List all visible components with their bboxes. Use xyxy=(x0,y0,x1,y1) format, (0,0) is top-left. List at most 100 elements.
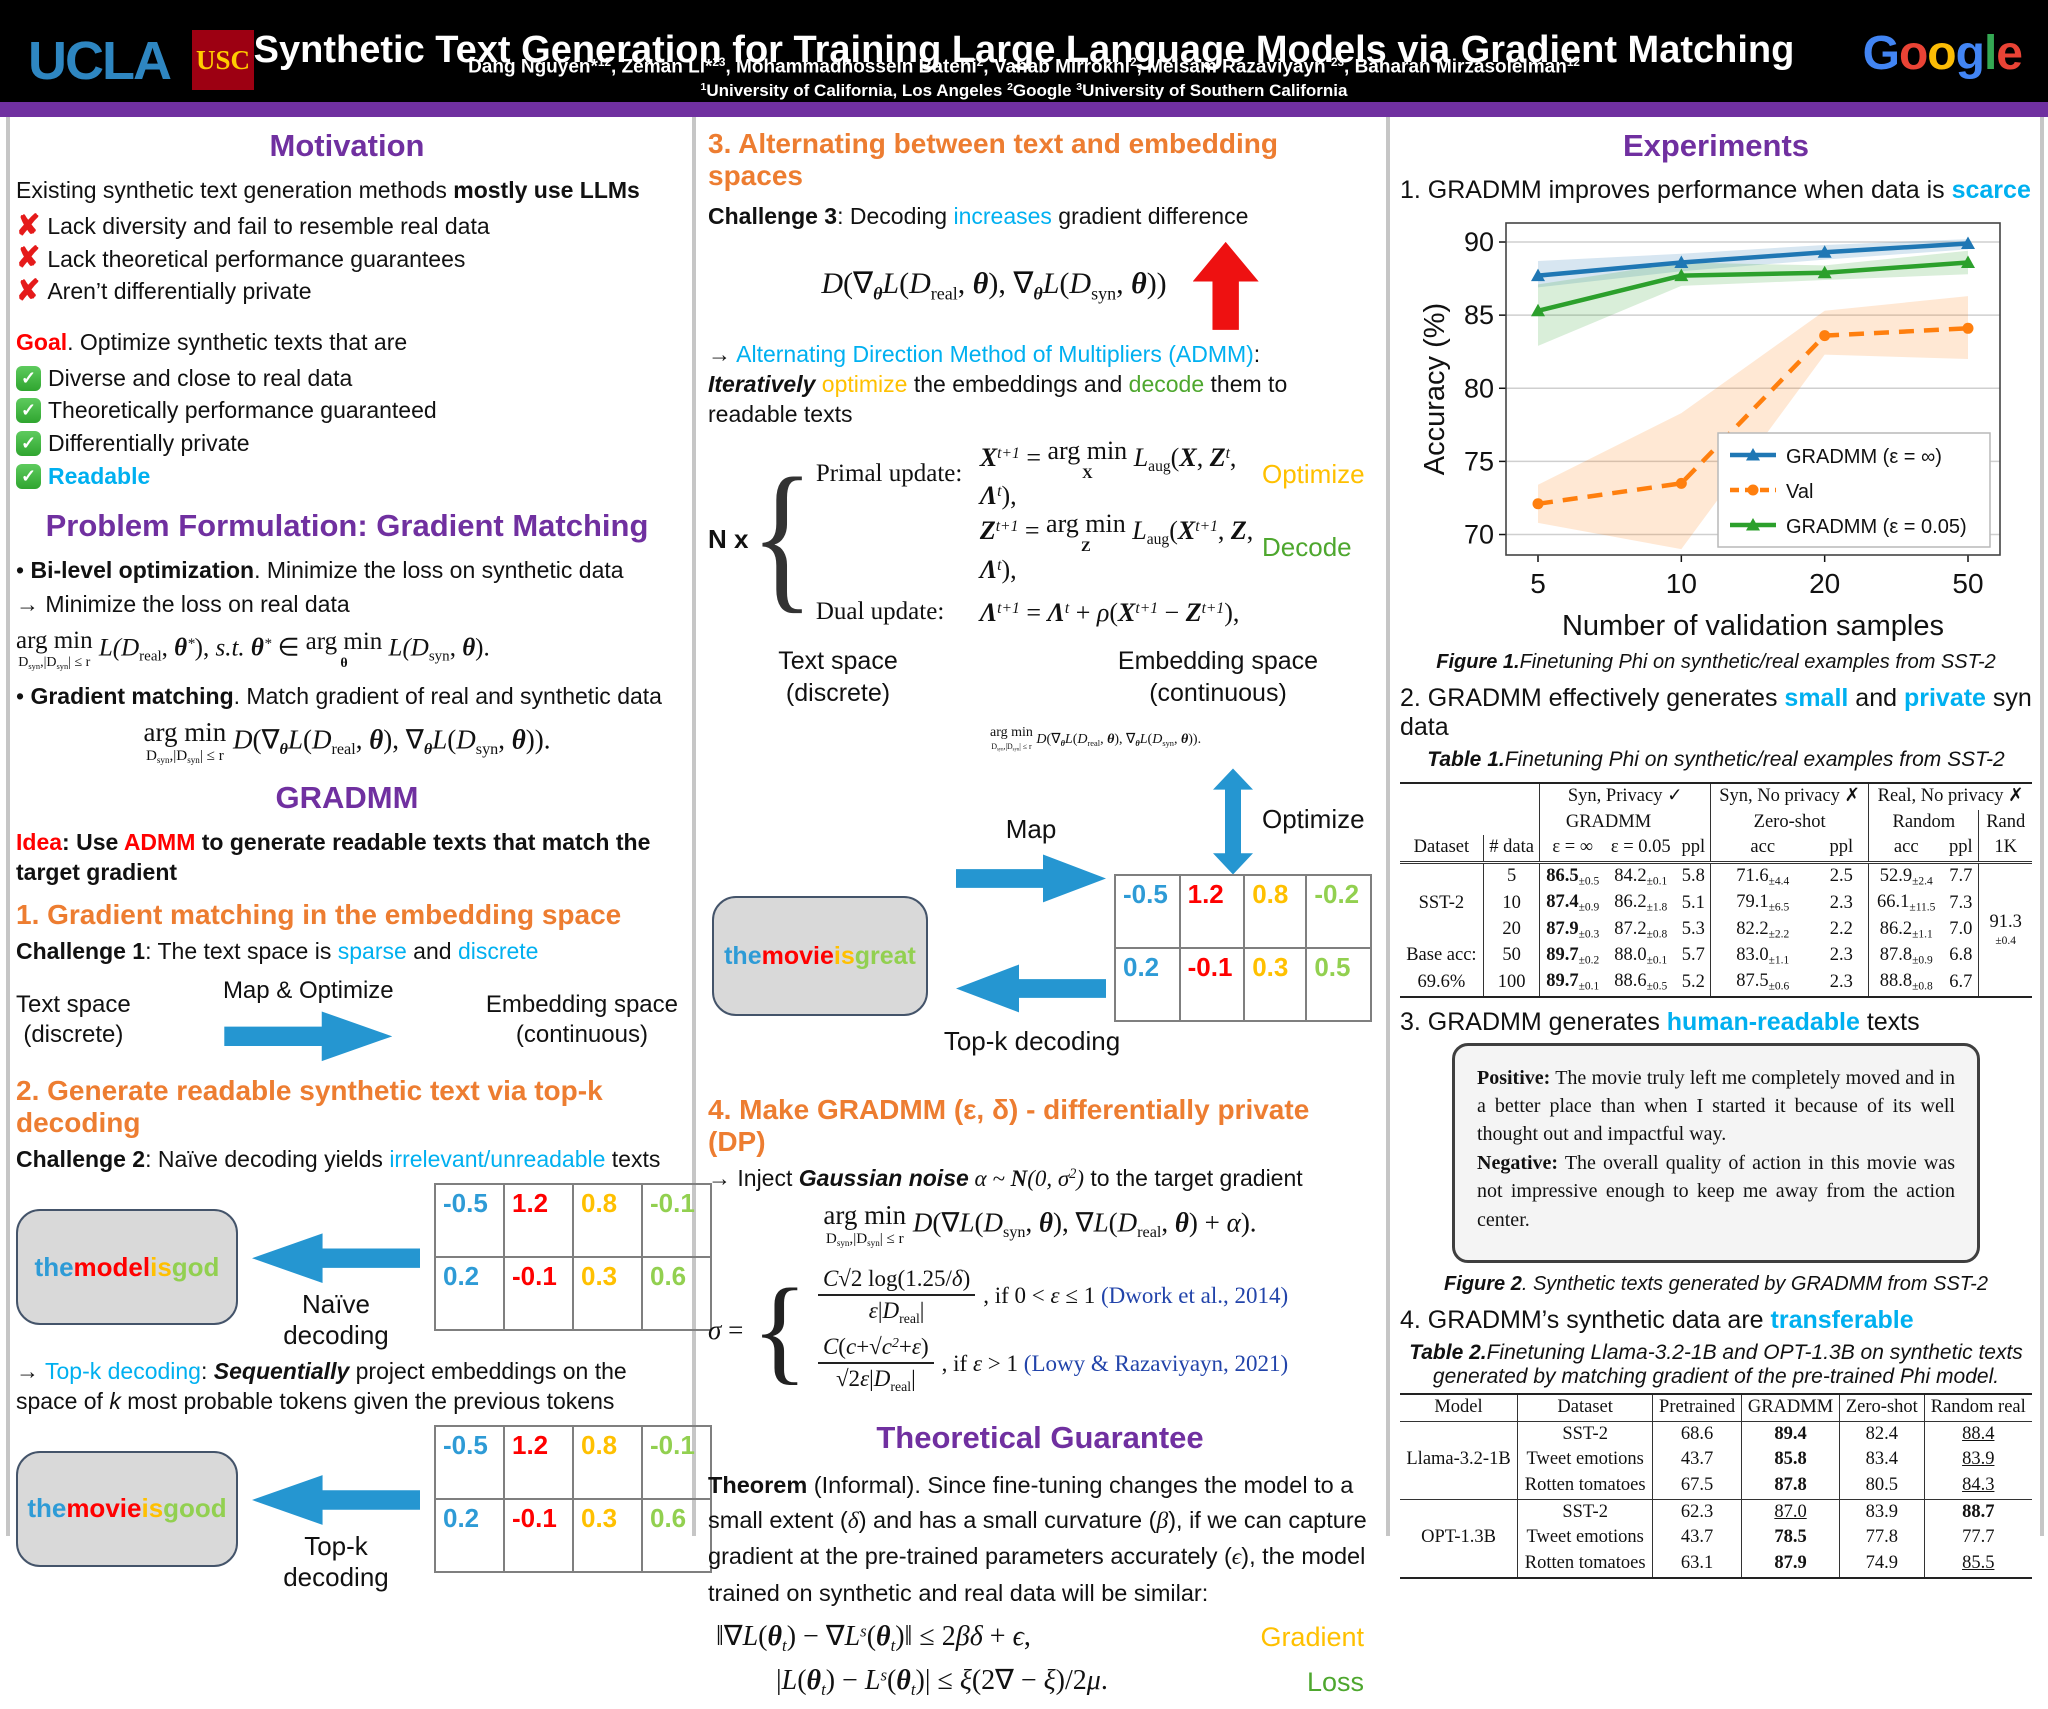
table-cell: ε = ∞ xyxy=(1539,835,1605,865)
table-cell: 0.2 xyxy=(434,1497,505,1573)
table-cell: 5.2 xyxy=(1681,971,1705,992)
table-cell: 86.2±1.8 xyxy=(1614,892,1668,914)
fraction-denominator: ε|Dreal| xyxy=(868,1298,925,1326)
usc-logo: USC xyxy=(192,30,254,90)
bilevel-equation: arg min Dsyn,|Dsyn| ≤ r L(Dreal, θ*), s.t… xyxy=(16,627,490,672)
table-cell: 0.8 xyxy=(572,1183,643,1259)
table-cell: 52.9±2.4 xyxy=(1868,862,1944,891)
table-cell: -0.5 xyxy=(434,1183,505,1259)
generated-text-box: the movie is great xyxy=(712,896,928,1017)
loss-bound-equation: |L(θt) − Ls(θt)| ≤ ξ(2∇ − ξ)/2μ. xyxy=(776,1665,1108,1699)
table-cell: 88.0±0.1 xyxy=(1614,945,1668,967)
table-cell: Real, No privacy ✗ xyxy=(1868,783,2032,810)
gradient-matching-bullet: • Gradient matching. Match gradient of r… xyxy=(16,682,662,709)
figure-1-chart: 70 75 80 85 90 5 10 20 50 Number of validation sa… xyxy=(1400,211,2032,649)
table-cell: ppl xyxy=(1814,835,1869,865)
negative-text: The overall quality of action in this mo… xyxy=(1477,1151,1956,1231)
case-condition: , if ε > 1 (Lowy & Razaviyayn, 2021) xyxy=(941,1351,1289,1377)
table-cell: Rotten tomatoes xyxy=(1517,1551,1653,1578)
gradient-bound-equation: ‖∇L(θt) − ∇Ls(θt)‖ ≤ 2βδ + ϵ, xyxy=(716,1620,1031,1655)
right-arrow-icon xyxy=(224,1011,393,1062)
svg-text:10: 10 xyxy=(1666,568,1697,599)
table-cell: ppl xyxy=(1676,835,1711,865)
table-cell: 62.3 xyxy=(1652,1498,1742,1526)
bilevel-bullet: • Bi-level optimization. Minimize the lo… xyxy=(16,557,624,584)
topk-decoding-diagram: the movie is good Top-k decoding -0.5 1.2… xyxy=(16,1424,712,1593)
svg-text:85: 85 xyxy=(1464,300,1494,330)
fraction-numerator: C√2 log(1.25/δ) xyxy=(817,1266,976,1297)
table-cell: 88.8±0.8 xyxy=(1868,969,1944,997)
table-cell: 6.7 xyxy=(1949,971,1973,992)
table-cell: -0.1 xyxy=(503,1497,574,1573)
embedding-grid: -0.5 1.2 0.8 -0.2 0.2 -0.1 0.3 0.5 xyxy=(1114,874,1372,1023)
cross-icon: ✘ xyxy=(16,275,41,308)
table-cell: 43.7 xyxy=(1652,1447,1742,1474)
dp-objective-equation: arg min Dsyn,|Dsyn| ≤ r D(∇L(Dsyn, θ), ∇L… xyxy=(823,1200,1257,1249)
right-border xyxy=(2040,117,2044,1536)
table-cell: 69.6% xyxy=(1417,971,1466,992)
section-4-heading: 4. Make GRADMM (ε, δ) - differentially p… xyxy=(708,1094,1310,1158)
table-cell: -0.1 xyxy=(641,1183,712,1259)
ucla-logo: UCLA xyxy=(28,31,172,91)
table-cell: Pretrained xyxy=(1652,1394,1742,1422)
left-column: Motivation Existing synthetic text gener… xyxy=(16,128,712,1599)
admm-updates-block: N x { Primal update: Xt+1 = arg min X Lau… xyxy=(708,437,1372,641)
table-cell: 83.4 xyxy=(1839,1447,1925,1474)
idea-line: Idea: Use ADMM to generate readable text… xyxy=(16,828,651,885)
generated-text-box: the model is god xyxy=(16,1209,238,1326)
list-item: ✓ Differentially private xyxy=(16,427,678,460)
table-cell: Dataset xyxy=(1400,835,1484,865)
text-space-label: Text space (discrete) xyxy=(778,647,898,707)
arrow-group: Top-k decoding xyxy=(252,1473,420,1593)
dual-update-row: Dual update: Λt+1 = Λt + ρ(Xt+1 − Zt+1), xyxy=(816,584,1372,640)
google-logo: Google xyxy=(1862,27,2023,80)
table-cell xyxy=(1400,863,1483,891)
embedding-grid: -0.5 1.2 0.8 -0.1 0.2 -0.1 0.3 0.6 xyxy=(434,1183,712,1332)
optimize-label: Optimize xyxy=(1262,804,1365,835)
table-cell: 63.1 xyxy=(1652,1551,1742,1578)
goal-line: Goal. Optimize synthetic texts that are xyxy=(16,328,408,355)
map-label: Map xyxy=(1005,814,1057,845)
table-cell: 77.8 xyxy=(1839,1525,1925,1552)
table-cell: 20 xyxy=(1482,916,1540,943)
table-cell: 86.2±1.1 xyxy=(1868,916,1944,943)
table-cell: acc xyxy=(1868,835,1944,865)
table-cell: 87.5±0.6 xyxy=(1710,969,1815,997)
table-cell: 67.5 xyxy=(1652,1473,1742,1500)
table-cell: 2.3 xyxy=(1829,971,1853,992)
table-cell: 83.0±1.1 xyxy=(1710,943,1815,970)
svg-text:Val: Val xyxy=(1786,481,1813,503)
table-cell: 2.3 xyxy=(1829,945,1853,966)
figure-2-caption: Figure 2. Synthetic texts generated by G… xyxy=(1444,1273,1988,1295)
table-cell: Syn, No privacy ✗ xyxy=(1709,783,1869,810)
table-cell: -0.5 xyxy=(434,1424,505,1500)
check-icon: ✓ xyxy=(16,365,41,391)
inject-noise-line: → Inject Gaussian noise α ~ N(0, σ2) to … xyxy=(708,1165,1303,1192)
table-cell: 66.1±11.5 xyxy=(1868,890,1944,917)
table-cell: 0.2 xyxy=(1114,947,1181,1023)
map-optimize-label: Map & Optimize xyxy=(222,977,394,1005)
table-2: Model Dataset Pretrained GRADMM Zero-shot Ran… xyxy=(1400,1393,2032,1579)
embedding-grid: -0.5 1.2 0.8 -0.1 0.2 -0.1 0.3 0.6 xyxy=(434,1424,712,1573)
decode-tag: Decode xyxy=(1262,532,1352,563)
table-cell: 5 xyxy=(1482,862,1540,891)
table-cell: 0.8 xyxy=(1243,874,1308,950)
table-cell: -0.1 xyxy=(503,1256,574,1332)
table-cell: 89.7±0.2 xyxy=(1539,943,1605,970)
challenge-2-line: Challenge 2: Naïve decoding yields irrel… xyxy=(16,1146,661,1173)
table-cell: 77.7 xyxy=(1923,1525,2032,1552)
table-cell: Rotten tomatoes xyxy=(1517,1473,1653,1500)
middle-column: 3. Alternating between text and embeddin… xyxy=(708,128,1372,1709)
table-cell: Rand xyxy=(1978,809,2032,836)
table-2-caption: Table 2.Finetuning Llama-3.2-1B and OPT-… xyxy=(1409,1341,2023,1388)
svg-text:50: 50 xyxy=(1952,568,1983,599)
table-cell: Tweet emotions xyxy=(1517,1525,1653,1552)
list-item: ✓ Readable xyxy=(16,460,678,493)
table-cell: Zero-shot xyxy=(1709,809,1869,836)
gradient-tag: Gradient xyxy=(1260,1622,1364,1653)
poster-title: Synthetic Text Generation for Training L… xyxy=(253,29,1795,72)
naive-decoding-diagram: the model is god Naïve decoding -0.5 1.2 0… xyxy=(16,1183,712,1351)
authors: Dang Nguyen*12, Zeman Li*23, Mohammadhos… xyxy=(468,56,1580,78)
section-3-heading: 3. Alternating between text and embeddin… xyxy=(708,128,1278,191)
cross-icon: ✘ xyxy=(16,242,41,275)
